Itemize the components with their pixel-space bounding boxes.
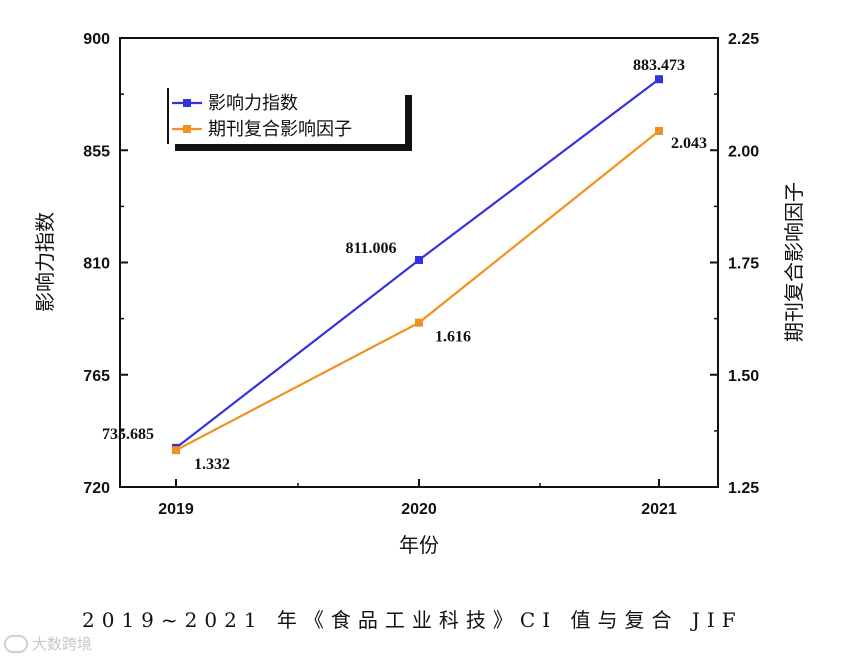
x-tick-label: 2021	[641, 501, 677, 518]
x-tick-label: 2019	[158, 501, 194, 518]
right-tick-label: 2.00	[728, 143, 759, 160]
x-tick-label: 2020	[401, 501, 437, 518]
watermark-logo-icon	[4, 634, 28, 653]
data-label: 735.685	[102, 426, 154, 443]
legend-label: 期刊复合影响因子	[208, 119, 352, 140]
series-marker	[415, 318, 423, 327]
data-label: 883.473	[633, 57, 685, 74]
x-axis-title: 年份	[399, 533, 439, 557]
series-marker	[415, 255, 423, 264]
left-tick-label: 855	[83, 143, 110, 160]
left-tick-label: 720	[83, 480, 110, 497]
legend-box	[168, 88, 405, 144]
left-tick-label: 900	[83, 31, 110, 48]
data-label: 1.616	[435, 329, 471, 346]
watermark-text: 大数跨境	[32, 635, 93, 653]
left-axis: 720 765 810 855 900	[83, 31, 128, 497]
figure-caption: 2019~2021 年《食品工业科技》CI 值与复合 JIF	[82, 608, 743, 632]
series-marker	[655, 126, 663, 135]
right-tick-label: 1.50	[728, 368, 759, 385]
left-tick-label: 765	[83, 368, 110, 385]
left-tick-label: 810	[83, 256, 110, 273]
data-label: 2.043	[671, 135, 707, 152]
data-label: 811.006	[345, 240, 396, 257]
right-tick-label: 1.25	[728, 480, 759, 497]
right-tick-label: 2.25	[728, 31, 759, 48]
data-label: 1.332	[194, 456, 230, 473]
left-axis-title: 影响力指数	[33, 212, 57, 312]
legend-marker	[183, 99, 191, 107]
legend-label: 影响力指数	[208, 93, 298, 114]
right-tick-label: 1.75	[728, 256, 759, 273]
series-marker	[172, 446, 180, 455]
x-axis: 2019 2020 2021	[158, 479, 677, 518]
legend-marker	[183, 125, 191, 133]
right-axis-title: 期刊复合影响因子	[782, 182, 806, 342]
chart: 720 765 810 855 900 1.25 1.50 1.75 2.00 2.25 201…	[33, 31, 806, 557]
series-marker	[655, 75, 663, 84]
watermark: 大数跨境	[4, 633, 92, 654]
series-layer: 735.685 811.006 883.473 1.332 1.616 2.043	[102, 57, 707, 473]
series-line	[175, 130, 660, 452]
right-axis: 1.25 1.50 1.75 2.00 2.25	[710, 31, 759, 497]
